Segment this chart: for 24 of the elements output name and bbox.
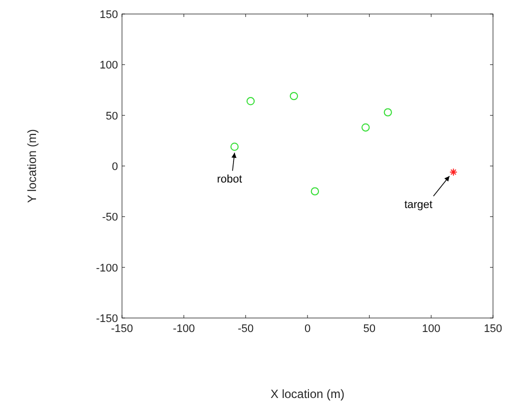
point (230, 142, 239, 151)
annotation: target (404, 199, 432, 212)
y-axis-title: Y location (m) (25, 129, 39, 203)
point (384, 108, 392, 116)
y-tick-label: 100 (100, 60, 118, 72)
y-tick-label: -50 (102, 212, 118, 224)
x-tick-label: 50 (363, 323, 376, 335)
x-tick-label: 100 (422, 323, 440, 335)
y-tick-label: -150 (96, 313, 118, 325)
annotation: robot (217, 174, 242, 186)
y-tick-label: -100 (96, 262, 118, 274)
point (310, 187, 320, 196)
y-tick-label: 0 (112, 161, 118, 173)
x-tick-label: 0 (304, 323, 311, 335)
x-axis-title: X location (m) (270, 387, 345, 401)
y-tick-label: 50 (106, 110, 118, 122)
x-tick-label: -50 (238, 323, 254, 335)
x-tick-label: 150 (484, 323, 502, 335)
point (246, 97, 255, 106)
y-tick-label: 150 (100, 9, 118, 21)
point (449, 168, 458, 176)
x-tick-label: -100 (172, 323, 195, 335)
point (290, 92, 298, 100)
point (362, 123, 370, 132)
